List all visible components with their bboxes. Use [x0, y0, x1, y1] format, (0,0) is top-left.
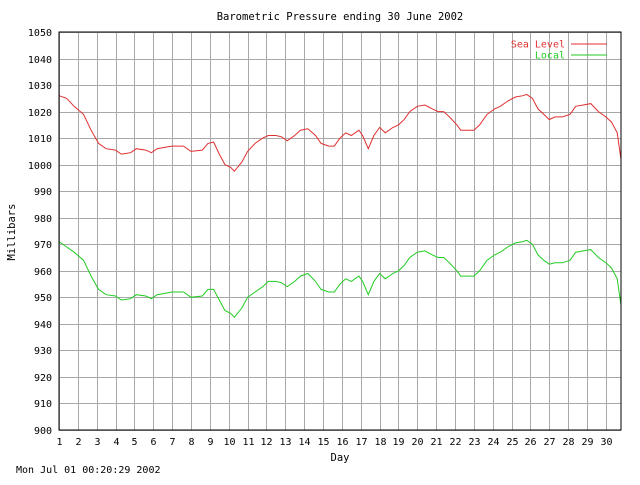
plot-frame — [58, 31, 622, 431]
x-tick-label: 4 — [113, 437, 119, 448]
y-tick-label: 1000 — [28, 161, 52, 172]
x-tick-label: 27 — [543, 437, 555, 448]
x-tick-label: 14 — [298, 437, 310, 448]
x-tick-label: 17 — [355, 437, 367, 448]
x-tick-label: 6 — [150, 437, 156, 448]
x-tick-label: 8 — [188, 437, 194, 448]
x-tick-label: 21 — [430, 437, 442, 448]
series-lines — [58, 93, 622, 318]
x-tick-label: 23 — [468, 437, 480, 448]
y-tick-label: 900 — [34, 426, 52, 437]
y-tick-label: 1020 — [28, 108, 52, 119]
y-tick-label: 930 — [34, 346, 52, 357]
chart-title: Barometric Pressure ending 30 June 2002 — [217, 11, 464, 23]
x-tick-label: 22 — [449, 437, 461, 448]
x-tick-label: 1 — [56, 437, 62, 448]
y-tick-label: 910 — [34, 399, 52, 410]
y-tick-label: 1030 — [28, 81, 52, 92]
x-axis-label: Day — [331, 452, 350, 464]
legend-label-sea-level: Sea Level — [511, 40, 565, 51]
y-tick-label: 980 — [34, 214, 52, 225]
x-tick-label: 12 — [260, 437, 272, 448]
x-tick-label: 7 — [169, 437, 175, 448]
y-tick-label: 990 — [34, 187, 52, 198]
x-tick-label: 10 — [223, 437, 235, 448]
x-tick-label: 28 — [562, 437, 574, 448]
x-tick-label: 20 — [411, 437, 423, 448]
x-tick-label: 5 — [131, 437, 137, 448]
x-tick-label: 2 — [75, 437, 81, 448]
x-tick-label: 13 — [279, 437, 291, 448]
y-tick-label: 1040 — [28, 55, 52, 66]
y-tick-label: 1010 — [28, 134, 52, 145]
legend-label-local: Local — [535, 51, 565, 62]
series-line-sea-level — [58, 93, 622, 173]
y-tick-label: 940 — [34, 320, 52, 331]
tick-labels: 9009109209309409509609709809901000101010… — [28, 28, 613, 448]
x-tick-label: 26 — [524, 437, 536, 448]
x-tick-label: 25 — [506, 437, 518, 448]
x-tick-label: 3 — [94, 437, 100, 448]
series-line-local — [58, 239, 622, 318]
y-tick-label: 970 — [34, 240, 52, 251]
y-axis-label: Millibars — [6, 204, 18, 261]
y-tick-label: 950 — [34, 293, 52, 304]
y-tick-label: 920 — [34, 373, 52, 384]
x-tick-label: 18 — [374, 437, 386, 448]
timestamp-footer: Mon Jul 01 00:20:29 2002 — [16, 465, 161, 476]
x-tick-label: 9 — [207, 437, 213, 448]
x-tick-label: 15 — [317, 437, 329, 448]
x-tick-label: 30 — [600, 437, 612, 448]
x-tick-label: 16 — [336, 437, 348, 448]
x-tick-label: 24 — [487, 437, 499, 448]
x-tick-label: 29 — [581, 437, 593, 448]
y-tick-label: 1050 — [28, 28, 52, 39]
x-tick-label: 11 — [242, 437, 254, 448]
x-tick-label: 19 — [392, 437, 404, 448]
y-tick-label: 960 — [34, 267, 52, 278]
